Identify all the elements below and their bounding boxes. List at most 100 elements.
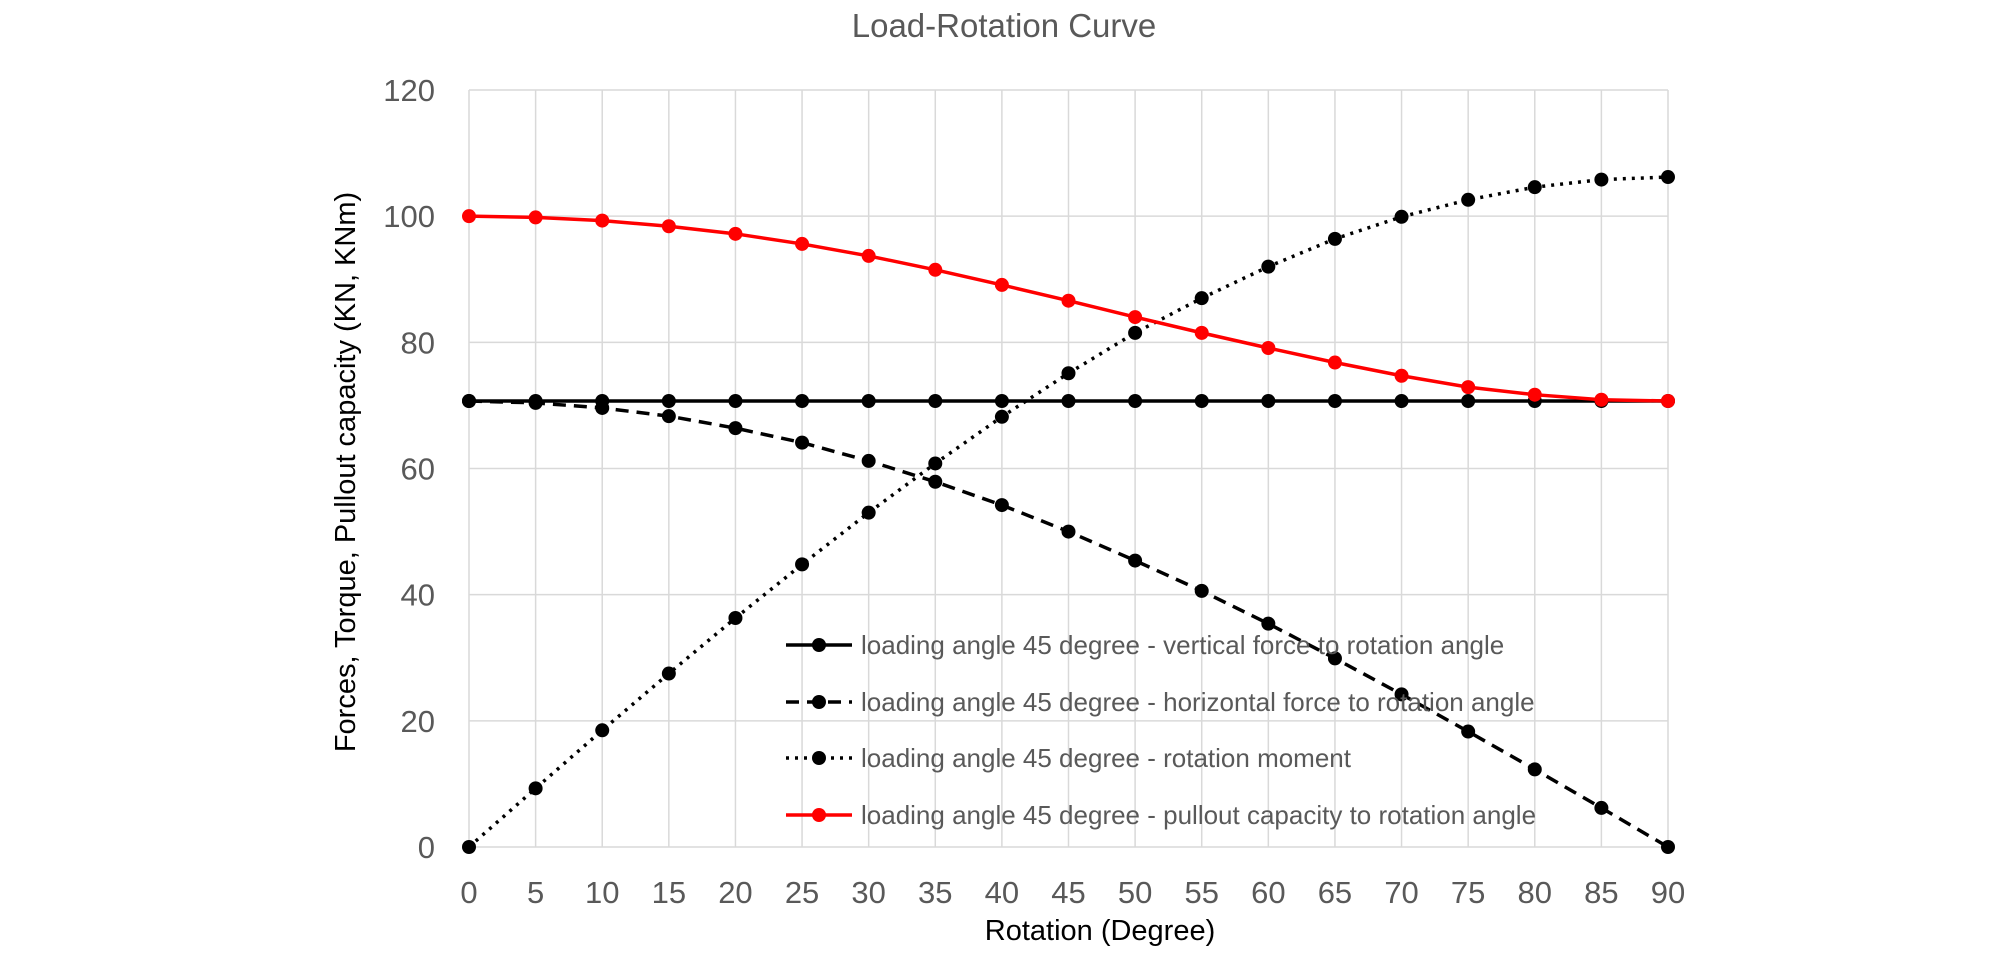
data-point <box>861 394 876 409</box>
data-point <box>1594 800 1609 815</box>
x-tick-label: 10 <box>585 875 619 910</box>
data-point <box>1128 325 1143 340</box>
x-tick-label: 25 <box>785 875 819 910</box>
data-point <box>728 226 743 241</box>
data-point <box>1394 209 1409 224</box>
data-point <box>795 435 810 450</box>
data-point <box>1194 394 1209 409</box>
x-axis-label: Rotation (Degree) <box>985 915 1216 947</box>
data-point <box>861 248 876 263</box>
series-3 <box>462 170 1675 854</box>
data-point <box>1661 840 1675 854</box>
legend-swatch-marker <box>812 638 826 652</box>
legend-swatch-marker <box>812 695 826 709</box>
data-point <box>462 840 476 854</box>
data-point <box>1594 172 1609 187</box>
y-tick-label: 80 <box>401 325 435 360</box>
data-point <box>1661 394 1675 409</box>
data-point <box>928 456 943 471</box>
legend-item: loading angle 45 degree - rotation momen… <box>786 743 1352 773</box>
data-point <box>1128 394 1143 409</box>
data-point <box>1128 310 1143 325</box>
data-point <box>928 262 943 277</box>
data-point <box>1461 380 1476 395</box>
data-point <box>595 723 610 738</box>
y-tick-label: 20 <box>401 704 435 739</box>
y-tick-label: 60 <box>401 452 435 487</box>
data-point <box>1194 583 1209 598</box>
data-point <box>1061 293 1076 308</box>
y-axis-ticks: 0 20 40 60 80 100 120 <box>383 73 435 865</box>
data-point <box>1261 616 1276 631</box>
x-tick-label: 65 <box>1318 875 1352 910</box>
data-point <box>1327 651 1342 666</box>
data-point <box>1527 180 1542 195</box>
data-point <box>661 409 676 424</box>
x-tick-label: 30 <box>851 875 885 910</box>
data-point <box>795 394 810 409</box>
x-tick-label: 35 <box>918 875 952 910</box>
data-point <box>1394 368 1409 383</box>
data-point <box>994 498 1009 513</box>
data-point <box>661 219 676 234</box>
x-tick-label: 60 <box>1251 875 1285 910</box>
data-point <box>994 394 1009 409</box>
data-point <box>1061 394 1076 409</box>
data-point <box>1661 170 1675 185</box>
data-point <box>1261 394 1276 409</box>
x-tick-label: 90 <box>1651 875 1685 910</box>
data-point <box>1061 524 1076 539</box>
data-point <box>728 394 743 409</box>
legend-swatch-marker <box>812 808 826 822</box>
legend-item: loading angle 45 degree - horizontal for… <box>786 687 1535 717</box>
data-point <box>1327 355 1342 370</box>
legend-item: loading angle 45 degree - vertical force… <box>786 630 1504 660</box>
data-point <box>462 209 476 224</box>
data-point <box>1394 394 1409 409</box>
x-axis-ticks: 0 5 10 15 20 25 30 35 40 45 50 55 60 65 70 75 80 85 90 <box>460 875 1685 910</box>
series-2 <box>462 394 1675 854</box>
legend: loading angle 45 degree - vertical force… <box>786 630 1536 830</box>
data-point <box>994 409 1009 424</box>
x-tick-label: 55 <box>1184 875 1218 910</box>
series-lines <box>462 170 1675 854</box>
chart-title: Load-Rotation Curve <box>852 7 1157 44</box>
legend-label: loading angle 45 degree - vertical force… <box>861 630 1504 660</box>
data-point <box>1394 687 1409 702</box>
data-point <box>861 505 876 520</box>
data-point <box>1327 394 1342 409</box>
data-point <box>1594 392 1609 407</box>
data-point <box>528 210 543 225</box>
y-tick-label: 100 <box>383 199 435 234</box>
data-point <box>1261 259 1276 274</box>
legend-label: loading angle 45 degree - rotation momen… <box>861 743 1352 773</box>
series-1 <box>462 394 1675 409</box>
data-point <box>595 213 610 228</box>
x-tick-label: 70 <box>1384 875 1418 910</box>
data-point <box>1461 724 1476 739</box>
data-point <box>795 236 810 251</box>
x-tick-label: 80 <box>1518 875 1552 910</box>
y-tick-label: 0 <box>418 830 435 865</box>
y-tick-label: 120 <box>383 73 435 108</box>
data-point <box>1461 394 1476 409</box>
data-point <box>661 394 676 409</box>
data-point <box>1527 387 1542 402</box>
legend-item: loading angle 45 degree - pullout capaci… <box>786 800 1536 830</box>
y-tick-label: 40 <box>401 578 435 613</box>
x-tick-label: 5 <box>527 875 544 910</box>
data-point <box>1527 762 1542 777</box>
data-point <box>1061 366 1076 381</box>
data-point <box>861 453 876 468</box>
x-tick-label: 85 <box>1584 875 1618 910</box>
data-point <box>595 400 610 415</box>
x-tick-label: 75 <box>1451 875 1485 910</box>
x-tick-label: 40 <box>985 875 1019 910</box>
data-point <box>528 781 543 796</box>
legend-label: loading angle 45 degree - pullout capaci… <box>861 800 1536 830</box>
x-tick-label: 0 <box>460 875 477 910</box>
data-point <box>1461 192 1476 207</box>
data-point <box>661 666 676 681</box>
x-tick-label: 20 <box>718 875 752 910</box>
